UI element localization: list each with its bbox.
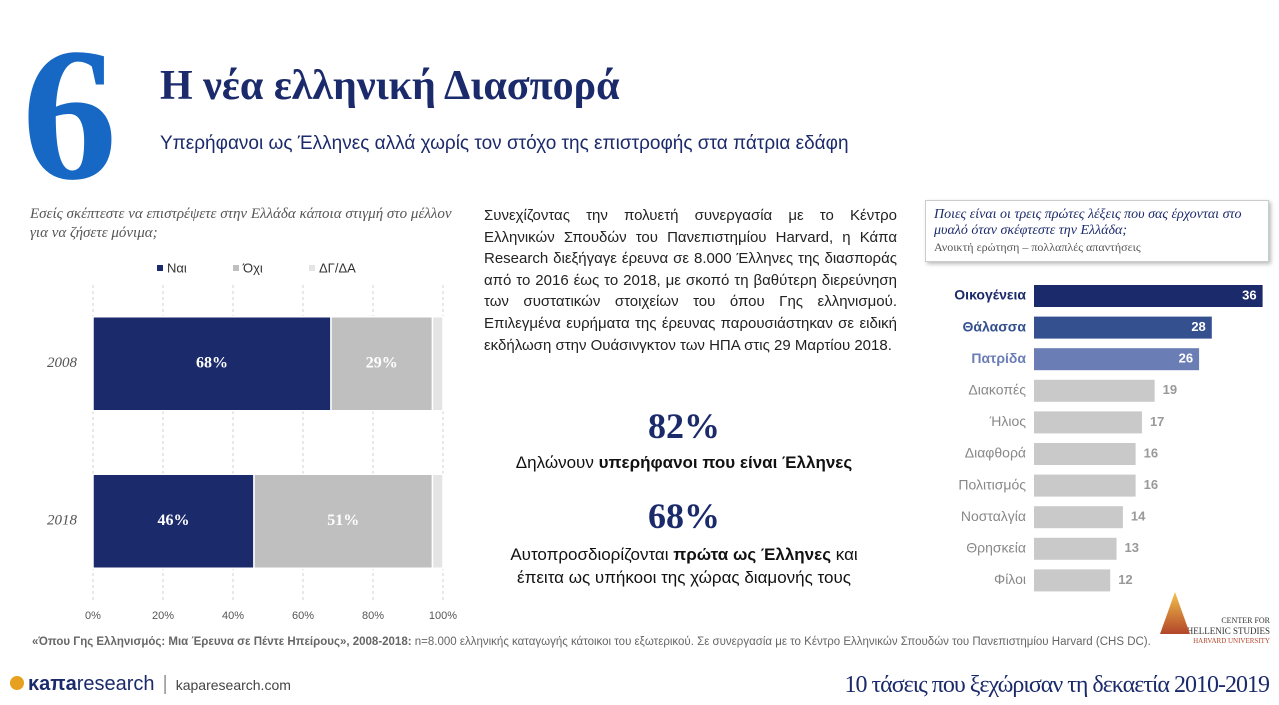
category-label: Πατρίδα [971, 350, 1026, 366]
chart-title: Εσείς σκέπτεστε να επιστρέψετε στην Ελλά… [30, 206, 452, 241]
legend-swatch [157, 265, 163, 271]
stat-value: 82% [648, 406, 720, 446]
legend-label: Ναι [167, 260, 187, 275]
chart-title: Ποιες είναι οι τρεις πρώτες λέξεις που σ… [934, 207, 1242, 238]
category-label: Πολιτισμός [958, 476, 1026, 492]
source: «Όπου Γης Ελληνισμός: Μια Έρευνα σε Πέντ… [32, 636, 1162, 648]
logo-kapa: κaπa [28, 673, 77, 695]
category-label: Φίλοι [994, 571, 1026, 587]
y-tick-label: 2018 [47, 513, 78, 529]
paragraph: Συνεχίζοντας την πολυετή συνεργασία με τ… [484, 207, 897, 354]
stat-text: Δηλώνουν υπερήφανοι που είναι Έλληνες [484, 453, 884, 473]
category-label: Διαφθορά [965, 445, 1026, 461]
x-tick-label: 60% [292, 610, 314, 622]
bar-segment [92, 473, 255, 569]
bar [1034, 506, 1123, 529]
stat-text-bold: πρώτα ως Έλληνες [673, 545, 832, 564]
y-tick-label: 2008 [47, 355, 78, 371]
stat-text: Αυτοπροσδιορίζονται πρώτα ως Έλληνες και… [484, 543, 884, 589]
value-label: 16 [1144, 477, 1158, 492]
bar-segment [431, 316, 444, 412]
subtitle: Υπερήφανοι ως Έλληνες αλλά χωρίς τον στό… [160, 133, 849, 154]
stat-text-part: και έπειτα ως υπήκοοι της χώρας διαμονής… [517, 545, 858, 587]
bar [1034, 316, 1212, 339]
x-tick-label: 0% [85, 610, 101, 622]
question-box: Ποιες είναι οι τρεις πρώτες λέξεις που σ… [925, 200, 1269, 262]
category-label: Θάλασσα [963, 318, 1027, 334]
bar [1034, 379, 1155, 402]
stat-text-part: Δηλώνουν [515, 453, 599, 472]
x-tick-label: 100% [429, 610, 457, 622]
x-tick-label: 20% [152, 610, 174, 622]
chs-text: HELLENIC STUDIES [1186, 626, 1270, 636]
value-label: 51% [327, 512, 359, 529]
bar [1034, 474, 1136, 497]
x-tick-label: 40% [222, 610, 244, 622]
section-number: 6 [22, 10, 117, 220]
bar [1034, 285, 1263, 307]
bar-segment [330, 316, 434, 412]
value-label: 36 [1242, 287, 1256, 302]
x-tick-label: 80% [362, 610, 384, 622]
stat-text-bold: υπερήφανοι που είναι Έλληνες [598, 453, 853, 472]
tagline: 10 τάσεις που ξεχώρισαν τη δεκαετία 2010… [844, 672, 1270, 698]
bar [1034, 348, 1200, 371]
category-label: Οικογένεια [954, 287, 1026, 303]
bar [1034, 569, 1111, 592]
stat: 82% Δηλώνουν υπερήφανοι που είναι Έλληνε… [484, 405, 884, 473]
value-label: 12 [1118, 572, 1132, 587]
value-label: 68% [196, 354, 228, 371]
chs-icon [1160, 592, 1190, 634]
category-label: Νοσταλγία [961, 508, 1026, 524]
stat: 68% Αυτοπροσδιορίζονται πρώτα ως Έλληνες… [484, 495, 884, 589]
source-bold: «Όπου Γης Ελληνισμός: Μια Έρευνα σε Πέντ… [32, 636, 412, 648]
logo: κaπaresearch | kaparesearch.com [10, 673, 291, 696]
value-label: 26 [1179, 351, 1193, 366]
stat-text-part: Αυτοπροσδιορίζονται [510, 545, 674, 564]
chart-subtitle: Ανοικτή ερώτηση – πολλαπλές απαντήσεις [934, 240, 1141, 254]
category-label: Ήλιος [989, 413, 1027, 429]
bar-segment [92, 316, 332, 412]
legend-swatch [309, 265, 315, 271]
value-label: 46% [158, 512, 190, 529]
category-label: Θρησκεία [966, 540, 1026, 556]
legend-label: ΔΓ/ΔΑ [319, 260, 356, 275]
legend-swatch [233, 265, 239, 271]
bar [1034, 411, 1142, 434]
bar-segment [253, 473, 434, 569]
stat-value: 68% [648, 496, 720, 536]
chs-logo: CENTER FOR HELLENIC STUDIES HARVARD UNIVER… [1160, 592, 1270, 646]
chs-text: HARVARD UNIVERSITY [1193, 637, 1270, 645]
legend-label: Όχι [242, 260, 263, 275]
category-label: Διακοπές [968, 382, 1026, 398]
value-label: 14 [1131, 509, 1146, 524]
source-text: n=8.000 ελληνικής καταγωγής κάτοικοι του… [411, 636, 1151, 648]
chs-text: CENTER FOR [1221, 616, 1270, 625]
value-label: 13 [1125, 540, 1139, 555]
title: Η νέα ελληνική Διασπορά [160, 63, 620, 109]
value-label: 16 [1144, 445, 1158, 460]
value-label: 19 [1163, 382, 1177, 397]
value-label: 29% [366, 354, 398, 371]
logo-research: research [76, 673, 155, 695]
logo-separator: | [162, 673, 168, 695]
bar-segment [431, 473, 444, 569]
value-label: 28 [1191, 319, 1205, 334]
website: kaparesearch.com [175, 677, 291, 693]
logo-icon [10, 676, 24, 690]
bar [1034, 537, 1117, 560]
bar [1034, 443, 1136, 465]
value-label: 17 [1150, 414, 1164, 429]
